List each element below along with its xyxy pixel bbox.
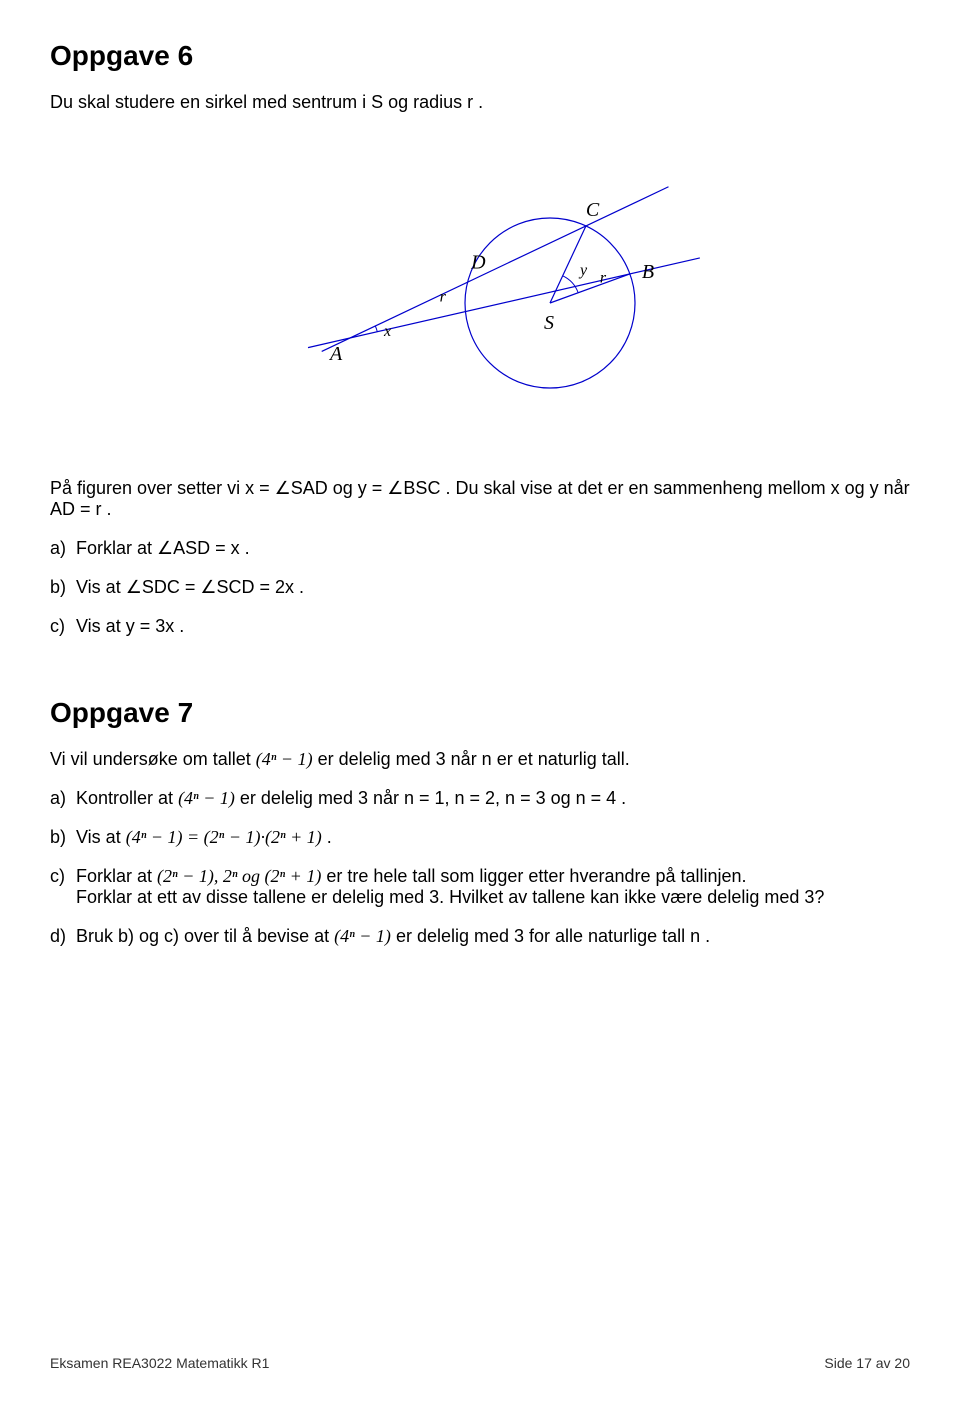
heading-oppgave-7: Oppgave 7 (50, 697, 910, 729)
text: Bruk b) og c) over til å bevise at (76, 926, 334, 946)
footer-right: Side 17 av 20 (824, 1355, 910, 1371)
text: er delelig med 3 når n er et naturlig ta… (318, 749, 630, 769)
math-expr: (4ⁿ − 1) (178, 788, 235, 808)
item-marker: d) (50, 926, 66, 947)
svg-text:x: x (383, 323, 391, 340)
text: Vi vil undersøke om tallet (50, 749, 256, 769)
text: er tre hele tall som ligger etter hveran… (326, 866, 746, 886)
item-text: Vis at ∠SDC = ∠SCD = 2x . (76, 577, 304, 597)
math-expr: (4ⁿ − 1) (334, 926, 391, 946)
oppgave6-after-figure: På figuren over setter vi x = ∠SAD og y … (50, 478, 910, 520)
oppgave6-item-a: a) Forklar at ∠ASD = x . (50, 538, 910, 559)
oppgave7-item-a: a) Kontroller at (4ⁿ − 1) er delelig med… (50, 788, 910, 809)
item-marker: b) (50, 827, 66, 848)
svg-text:D: D (470, 252, 486, 274)
text: Forklar at ett av disse tallene er delel… (76, 887, 910, 908)
text: er delelig med 3 for alle naturlige tall… (396, 926, 710, 946)
geometry-figure: ADSBCxyrr (230, 143, 910, 448)
text: Forklar at (76, 866, 157, 886)
svg-text:r: r (600, 269, 607, 286)
item-marker: a) (50, 788, 66, 809)
item-marker: c) (50, 616, 65, 637)
oppgave6-item-c: c) Vis at y = 3x . (50, 616, 910, 637)
svg-text:A: A (328, 343, 343, 365)
item-marker: c) (50, 866, 65, 887)
footer-left: Eksamen REA3022 Matematikk R1 (50, 1355, 269, 1371)
text: Vis at (76, 827, 126, 847)
oppgave7-item-c: c) Forklar at (2ⁿ − 1), 2ⁿ og (2ⁿ + 1) e… (50, 866, 910, 908)
oppgave7-intro: Vi vil undersøke om tallet (4ⁿ − 1) er d… (50, 749, 910, 770)
oppgave6-item-b: b) Vis at ∠SDC = ∠SCD = 2x . (50, 577, 910, 598)
svg-text:B: B (642, 261, 654, 283)
oppgave7-item-b: b) Vis at (4ⁿ − 1) = (2ⁿ − 1)·(2ⁿ + 1) . (50, 827, 910, 848)
item-marker: a) (50, 538, 66, 559)
math-expr: (4ⁿ − 1) = (2ⁿ − 1)·(2ⁿ + 1) (126, 827, 322, 847)
svg-text:C: C (586, 199, 600, 221)
math-expr: (2ⁿ − 1), 2ⁿ og (2ⁿ + 1) (157, 866, 321, 886)
item-text: Forklar at ∠ASD = x . (76, 538, 250, 558)
text: . (327, 827, 332, 847)
svg-text:y: y (578, 262, 588, 279)
item-marker: b) (50, 577, 66, 598)
oppgave7-item-d: d) Bruk b) og c) over til å bevise at (4… (50, 926, 910, 947)
svg-text:r: r (440, 288, 447, 305)
oppgave6-intro: Du skal studere en sirkel med sentrum i … (50, 92, 910, 113)
text: er delelig med 3 når n = 1, n = 2, n = 3… (240, 788, 626, 808)
text: Kontroller at (76, 788, 178, 808)
math-expr: (4ⁿ − 1) (256, 749, 313, 769)
item-text: Vis at y = 3x . (76, 616, 184, 636)
page-footer: Eksamen REA3022 Matematikk R1 Side 17 av… (50, 1355, 910, 1371)
heading-oppgave-6: Oppgave 6 (50, 40, 910, 72)
svg-text:S: S (544, 312, 554, 334)
